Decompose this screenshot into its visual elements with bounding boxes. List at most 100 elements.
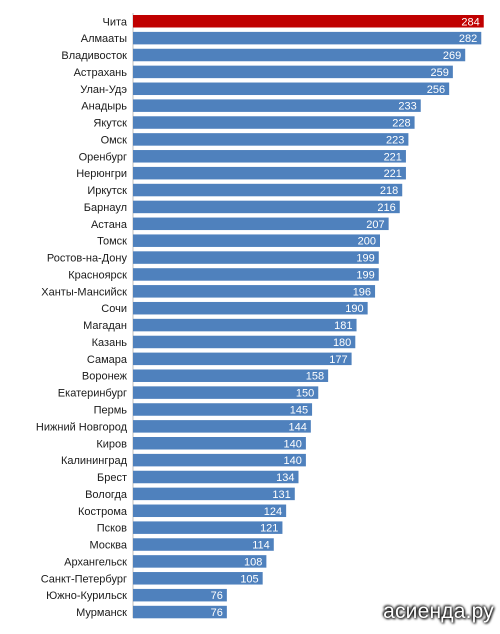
value-label: 181 [334, 320, 352, 332]
value-label: 233 [398, 101, 416, 113]
bar-11 [133, 183, 403, 197]
value-label: 140 [284, 438, 302, 450]
value-label: 199 [356, 269, 374, 281]
watermark: асиенда.ру [383, 600, 494, 623]
category-label: Киров [96, 438, 127, 450]
bar-21 [133, 352, 352, 366]
value-label: 199 [356, 253, 374, 265]
value-label: 145 [290, 404, 308, 416]
value-label: 223 [386, 134, 404, 146]
bar-25 [133, 420, 311, 433]
value-label: 134 [276, 472, 294, 484]
category-label: Калининград [61, 455, 128, 467]
bar-20 [133, 335, 356, 349]
category-label: Омск [101, 134, 128, 146]
bar-10 [133, 166, 406, 180]
value-label: 228 [392, 118, 410, 130]
value-label: 177 [329, 354, 347, 366]
value-label: 76 [211, 590, 223, 602]
value-label: 256 [427, 84, 445, 96]
bar-29 [133, 487, 295, 501]
bar-12 [133, 200, 400, 214]
category-label: Нерюнгри [76, 168, 127, 180]
value-label: 108 [244, 556, 262, 568]
category-label: Алмааты [81, 33, 127, 45]
category-label: Анадырь [81, 101, 127, 113]
category-label: Екатеринбург [58, 388, 127, 400]
value-label: 150 [296, 388, 314, 400]
category-label: Самара [87, 354, 128, 366]
bar-23 [133, 386, 319, 399]
category-label: Красноярск [68, 269, 127, 281]
bar-6 [133, 99, 421, 112]
value-label: 105 [240, 573, 258, 585]
bar-8 [133, 133, 409, 146]
bar-2 [133, 31, 482, 45]
value-label: 207 [366, 219, 384, 231]
category-label: Мурманск [76, 607, 127, 619]
value-label: 221 [384, 151, 402, 163]
bar-9 [133, 150, 406, 163]
bar-33 [133, 555, 267, 568]
category-label: Сочи [101, 303, 127, 315]
category-label: Владивосток [61, 50, 127, 62]
value-label: 200 [358, 236, 376, 248]
category-label: Южно-Курильск [46, 590, 127, 602]
category-label: Астана [91, 219, 128, 231]
value-label: 259 [431, 67, 449, 79]
value-label: 144 [288, 421, 306, 433]
category-label: Иркутск [87, 185, 127, 197]
category-label: Воронеж [82, 371, 128, 383]
bar-16 [133, 268, 379, 281]
value-label: 114 [252, 540, 270, 552]
bar-30 [133, 504, 287, 518]
value-label: 180 [333, 337, 351, 349]
bar-22 [133, 369, 329, 382]
value-label: 124 [264, 506, 282, 518]
bar-18 [133, 301, 368, 315]
value-label: 269 [443, 50, 461, 62]
bar-28 [133, 470, 299, 484]
bar-31 [133, 521, 283, 534]
category-label: Нижний Новгород [36, 421, 128, 433]
category-label: Архангельск [64, 556, 127, 568]
value-label: 196 [353, 286, 371, 298]
category-label: Казань [92, 337, 128, 349]
bar-5 [133, 82, 450, 96]
bar-34 [133, 572, 263, 585]
category-label: Ростов-на-Дону [47, 253, 128, 265]
value-label: 190 [345, 303, 363, 315]
category-label: Москва [89, 540, 127, 552]
category-label: Томск [97, 236, 127, 248]
value-label: 76 [211, 607, 223, 619]
value-label: 218 [380, 185, 398, 197]
bar-35 [133, 588, 227, 602]
bar-32 [133, 538, 274, 551]
bar-26 [133, 437, 306, 450]
bar-14 [133, 234, 380, 247]
bar-24 [133, 403, 313, 416]
bar-7 [133, 116, 415, 129]
category-label: Якутск [93, 118, 127, 130]
value-label: 282 [459, 33, 477, 45]
bar-15 [133, 251, 379, 264]
value-label: 121 [260, 523, 278, 535]
category-label: Улан-Удэ [80, 84, 127, 96]
bar-3 [133, 48, 466, 62]
category-label: Барнаул [84, 202, 127, 214]
category-label: Оренбург [79, 151, 127, 163]
bar-4 [133, 65, 453, 79]
value-label: 158 [306, 371, 324, 383]
bar-19 [133, 318, 357, 332]
category-label: Вологда [85, 489, 128, 501]
category-label: Астрахань [74, 67, 128, 79]
bar-27 [133, 453, 306, 467]
value-label: 221 [384, 168, 402, 180]
category-label: Магадан [83, 320, 127, 332]
value-label: 140 [284, 455, 302, 467]
category-label: Санкт-Петербург [41, 573, 127, 585]
bar-13 [133, 217, 389, 231]
bar-1 [133, 15, 484, 28]
category-label: Брест [97, 472, 127, 484]
